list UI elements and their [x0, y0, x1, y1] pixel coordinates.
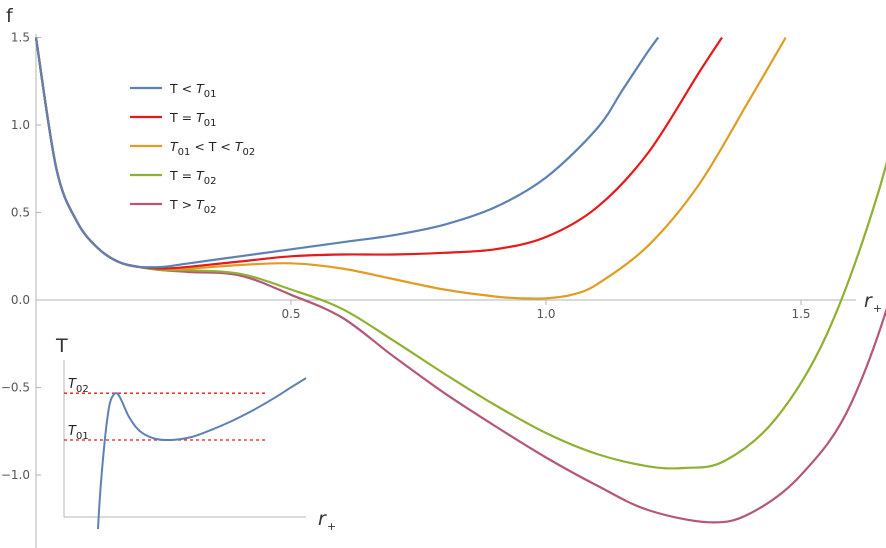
legend-text-part: T [196, 110, 205, 125]
inset-reference-label-t01: T01 [68, 424, 89, 442]
y-tick-label: 1.0 [11, 118, 30, 132]
legend-entry-t-below-t01: T < T01 [169, 81, 216, 100]
legend-text-part: T [235, 139, 244, 154]
legend-text-part: T > [169, 197, 196, 212]
legend-entry-t-between-t01-t02: T01 < T < T02 [170, 139, 255, 158]
legend-text-part: T [196, 197, 205, 212]
inset-reference-label-t02: T02 [68, 377, 89, 395]
y-axis-label: f [6, 5, 14, 27]
legend-text-part: T [170, 139, 179, 154]
x-axis-label-sub: + [873, 302, 882, 315]
inset-x-label-base: r [318, 508, 327, 530]
ticks: 0.5 1.0 1.5 1.5 1.0 0.5 0.0 −0.5 −1.0 [1, 31, 811, 483]
inset-y-label: T [55, 335, 68, 357]
legend-text-part: 02 [204, 205, 217, 216]
legend-entry-t-equals-t02: T = T02 [169, 168, 216, 187]
legend-text-part: 01 [178, 147, 191, 158]
inset-label-base: T [68, 377, 77, 392]
legend-text-part: 02 [204, 176, 217, 187]
series [34, 36, 886, 524]
legend-text-part: T = [169, 110, 196, 125]
x-tick-label: 1.5 [791, 307, 810, 321]
legend-text-part: 02 [243, 147, 256, 158]
x-axis-label-base: r [864, 290, 873, 312]
series-line-t-above-t02 [34, 37, 886, 524]
series-line-t-between-t01-t02 [34, 36, 787, 300]
series-line-t-equals-t01 [34, 36, 723, 270]
legend-text-part: T [196, 81, 205, 96]
inset-x-label: r+ [318, 508, 336, 533]
y-tick-label: 0.5 [11, 206, 30, 220]
legend-text-part: T [196, 168, 205, 183]
legend-entry-t-above-t02: T > T02 [169, 197, 216, 216]
inset-x-label-sub: + [327, 520, 336, 533]
y-tick-label: −1.0 [1, 468, 30, 482]
legend-text-part: 01 [204, 89, 217, 100]
legend-text-part: T = [169, 168, 196, 183]
inset-label-sub: 02 [76, 384, 89, 395]
legend-entry-t-equals-t01: T = T01 [169, 110, 216, 129]
x-tick-label: 1.0 [536, 307, 555, 321]
legend-text-part: T < [169, 81, 196, 96]
y-axis: f [6, 5, 37, 548]
inset-label-sub: 01 [76, 431, 89, 442]
x-axis: r+ [36, 290, 882, 315]
inset-curve [97, 377, 307, 530]
inset-label-base: T [68, 424, 77, 439]
y-tick-label: 0.0 [11, 293, 30, 307]
x-axis-label: r+ [864, 290, 882, 315]
legend-text-part: 01 [204, 118, 217, 129]
x-tick-label: 0.5 [281, 307, 300, 321]
series-line-t-below-t01 [34, 36, 660, 269]
y-tick-label: 1.5 [11, 31, 30, 45]
y-tick-label: −0.5 [1, 381, 30, 395]
legend-text-part: < T < [190, 139, 234, 154]
